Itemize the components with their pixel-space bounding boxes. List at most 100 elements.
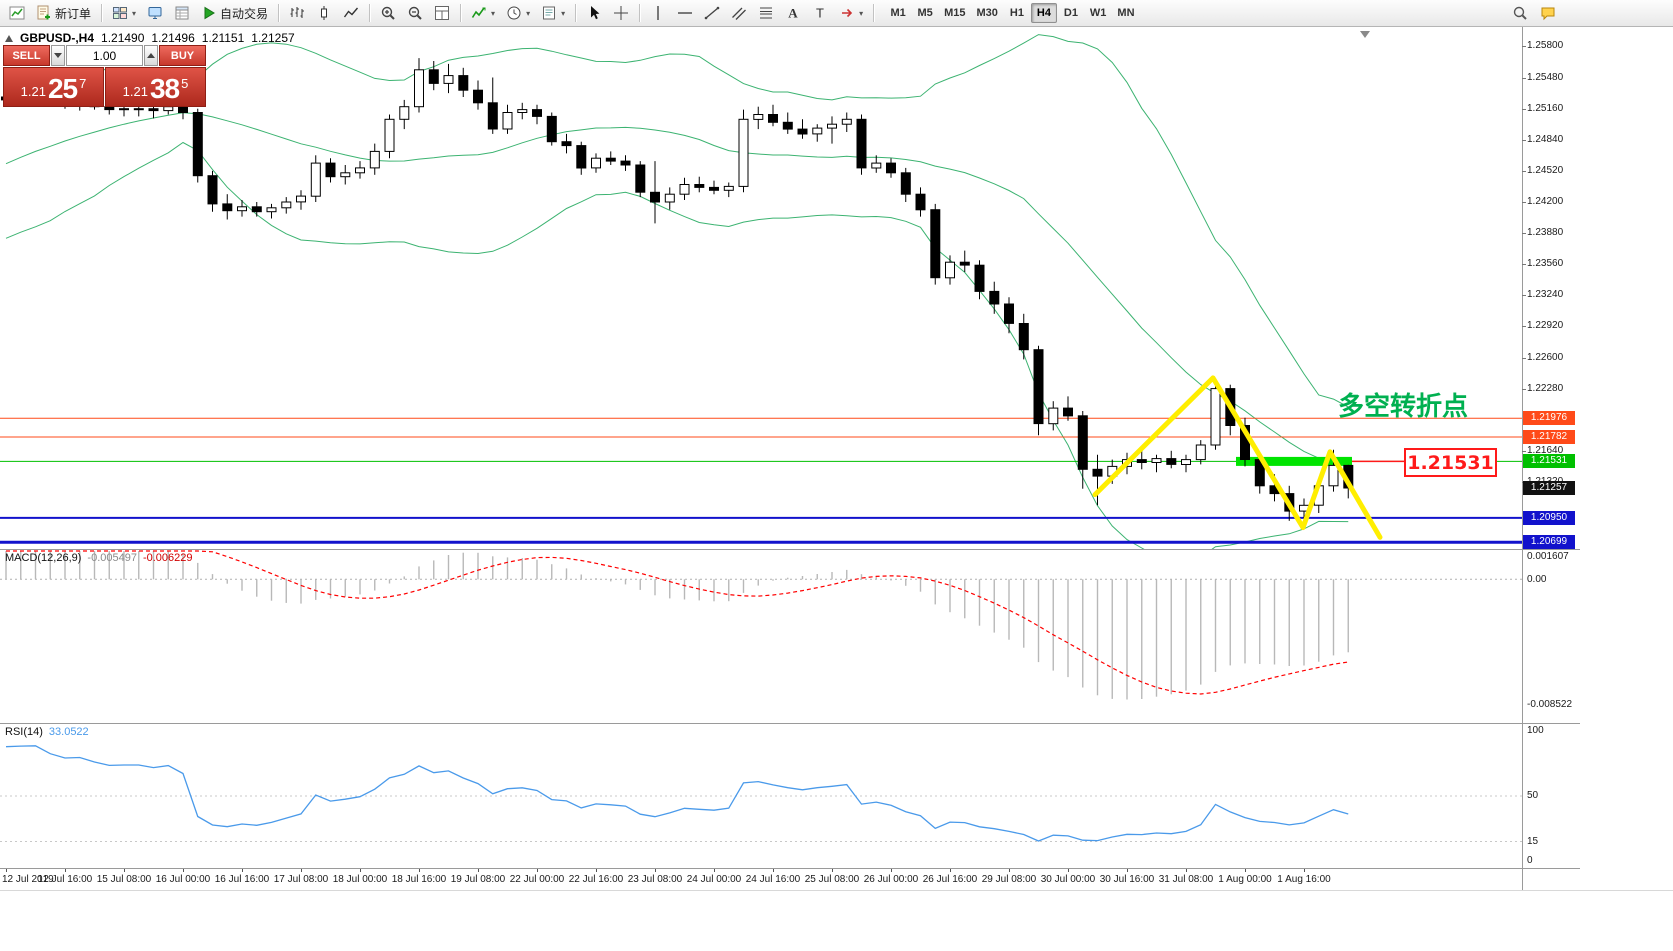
search-button[interactable] xyxy=(1507,2,1533,24)
macd-indicator-panel[interactable] xyxy=(0,550,1522,723)
indicators-menu-button[interactable]: ▾ xyxy=(466,2,500,24)
buy-button-label: BUY xyxy=(170,49,195,62)
one-click-toggle-icon[interactable] xyxy=(5,34,13,42)
buy-price-prefix: 1.21 xyxy=(122,84,148,99)
lot-size-value: 1.00 xyxy=(92,48,117,63)
turning-point-annotation[interactable]: 多空转折点 xyxy=(1338,392,1469,422)
arrows-icon xyxy=(839,5,855,21)
time-tick xyxy=(655,869,656,872)
cursor-icon xyxy=(586,5,602,21)
scroll-to-end-icon[interactable] xyxy=(1360,31,1370,38)
sell-price-pips: 25 xyxy=(47,73,78,104)
arrows-menu-button[interactable]: ▾ xyxy=(834,2,868,24)
tile-windows-button[interactable] xyxy=(429,2,455,24)
indicator-icon xyxy=(471,5,487,21)
crosshair-tool-button[interactable] xyxy=(608,2,634,24)
scale-label: 1.24840 xyxy=(1527,133,1564,145)
price-callout-label[interactable]: 1.21531 xyxy=(1404,448,1497,477)
time-label: 24 Jul 16:00 xyxy=(745,874,801,885)
scale-label: 0.001607 xyxy=(1527,551,1569,562)
lot-size-input[interactable]: 1.00 xyxy=(66,45,143,66)
candlestick-mode-button[interactable] xyxy=(311,2,337,24)
price-level-tag: 1.21782 xyxy=(1523,430,1575,444)
mini-chart-icon xyxy=(9,5,25,21)
timeframe-h4-button[interactable]: H4 xyxy=(1030,3,1057,23)
time-tick xyxy=(124,869,125,872)
text-tool-button[interactable]: A xyxy=(780,2,806,24)
zoom-out-button[interactable] xyxy=(402,2,428,24)
current-price-tag: 1.21257 xyxy=(1523,481,1575,496)
time-tick xyxy=(65,869,66,872)
timeframe-h1-button[interactable]: H1 xyxy=(1009,7,1024,19)
new-order-label: 新订单 xyxy=(55,6,92,21)
timeframe-w1-button[interactable]: W1 xyxy=(1089,7,1107,19)
horizontal-line-tool-button[interactable] xyxy=(672,2,698,24)
label-tool-button[interactable]: T xyxy=(807,2,833,24)
buy-price-button[interactable]: 1.21 38 5 xyxy=(105,67,206,107)
time-label: 26 Jul 16:00 xyxy=(922,874,978,885)
price-level-tag: 1.21976 xyxy=(1523,411,1575,426)
data-window-button[interactable] xyxy=(169,2,195,24)
time-label: 29 Jul 08:00 xyxy=(981,874,1037,885)
periods-menu-button[interactable]: ▾ xyxy=(501,2,535,24)
lot-decrease-button[interactable] xyxy=(51,45,65,66)
play-icon xyxy=(201,5,217,21)
time-label: 12 Jul 2019 xyxy=(2,874,54,885)
line-chart-mode-button[interactable] xyxy=(338,2,364,24)
vertical-line-tool-button[interactable] xyxy=(645,2,671,24)
fibonacci-tool-button[interactable] xyxy=(753,2,779,24)
sell-button[interactable]: SELL xyxy=(3,45,50,66)
time-tick xyxy=(537,869,538,872)
macd-label: MACD(12,26,9) -0.005497 -0.006229 xyxy=(5,552,193,564)
svg-text:A: A xyxy=(788,6,798,21)
buy-button[interactable]: BUY xyxy=(159,45,206,66)
market-watch-button[interactable] xyxy=(142,2,168,24)
ohlc-open: 1.21490 xyxy=(101,31,145,45)
scale-label: 0.00 xyxy=(1527,574,1547,586)
scale-label: 100 xyxy=(1527,725,1544,736)
new-chart-button[interactable] xyxy=(4,2,30,24)
zoom-in-button[interactable] xyxy=(375,2,401,24)
autotrading-button[interactable]: 自动交易 xyxy=(196,2,273,24)
time-label: 24 Jul 00:00 xyxy=(686,874,742,885)
time-tick xyxy=(891,869,892,872)
timeframe-m15-button[interactable]: M15 xyxy=(944,7,966,19)
toolbar-separator xyxy=(639,4,641,22)
toolbar-separator xyxy=(460,4,462,22)
timeframe-m1-button[interactable]: M1 xyxy=(890,7,906,19)
caret-down-icon: ▾ xyxy=(561,8,566,18)
price-level-tag: 1.21531 xyxy=(1523,454,1575,469)
candle-icon xyxy=(316,5,332,21)
rsi-indicator-panel[interactable] xyxy=(0,724,1522,868)
timeframe-d1-button[interactable]: D1 xyxy=(1063,7,1078,19)
time-axis[interactable]: 12 Jul 2019 12 Jul 16:00 15 Jul 08:00 16 Ju… xyxy=(0,868,1580,890)
bar-chart-mode-button[interactable] xyxy=(284,2,310,24)
textA-icon: A xyxy=(785,5,801,21)
timeframe-m5-button[interactable]: M5 xyxy=(917,7,933,19)
toolbar-separator xyxy=(369,4,371,22)
toolbar-separator xyxy=(873,4,875,22)
time-tick xyxy=(1127,869,1128,872)
timeframe-mn-button[interactable]: MN xyxy=(1117,7,1135,19)
trendline-tool-button[interactable] xyxy=(699,2,725,24)
scale-label: 1.22920 xyxy=(1527,320,1564,332)
arrange-icon xyxy=(434,5,450,21)
chart-title: GBPUSD-,H4 1.21490 1.21496 1.21151 1.212… xyxy=(5,31,295,45)
price-chart[interactable] xyxy=(0,27,1522,549)
sell-price-button[interactable]: 1.21 25 7 xyxy=(3,67,104,107)
search-icon xyxy=(1512,5,1528,21)
panel-separator[interactable] xyxy=(0,549,1580,550)
templates-menu-button[interactable]: ▾ xyxy=(536,2,570,24)
new-order-button[interactable]: 新订单 xyxy=(31,2,96,24)
time-tick xyxy=(1186,869,1187,872)
community-button[interactable] xyxy=(1535,2,1561,24)
scale-label: 1.24200 xyxy=(1527,196,1564,207)
channel-tool-button[interactable] xyxy=(726,2,752,24)
toolbar-separator xyxy=(101,4,103,22)
lot-increase-button[interactable] xyxy=(144,45,158,66)
scale-label: 1.25800 xyxy=(1527,40,1564,52)
timeframe-m30-button[interactable]: M30 xyxy=(976,7,998,19)
cursor-tool-button[interactable] xyxy=(581,2,607,24)
panel-separator[interactable] xyxy=(0,723,1580,724)
profiles-button[interactable]: ▾ xyxy=(107,2,141,24)
